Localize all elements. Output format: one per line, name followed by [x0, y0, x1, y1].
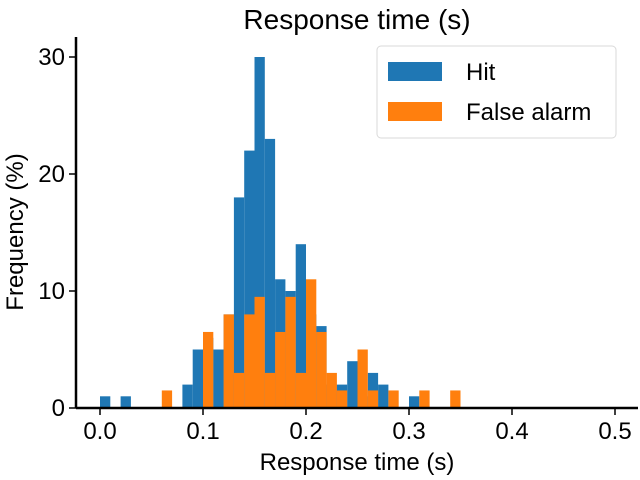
x-tick-label-3: 0.3 — [392, 418, 425, 445]
bar-hit-3 — [192, 349, 203, 408]
bar-false-alarm-1 — [203, 331, 214, 408]
legend-swatch-hit — [388, 62, 442, 81]
bar-false-alarm-7 — [275, 331, 286, 408]
legend-swatch-false-alarm — [388, 102, 442, 121]
legend-label-false-alarm: False alarm — [466, 99, 591, 126]
bar-false-alarm-11 — [316, 331, 327, 408]
bar-false-alarm-6 — [264, 372, 276, 408]
chart-title: Response time (s) — [243, 4, 470, 35]
bar-false-alarm-12 — [326, 372, 337, 408]
bar-hit-22 — [409, 396, 420, 408]
bar-false-alarm-18 — [450, 390, 461, 408]
bar-false-alarm-2 — [223, 314, 234, 408]
x-tick-label-5: 0.5 — [598, 418, 631, 445]
bar-false-alarm-0 — [161, 390, 173, 408]
x-axis-label: Response time (s) — [260, 449, 455, 476]
y-tick-label-1: 10 — [38, 278, 65, 305]
y-tick-label-3: 30 — [38, 44, 65, 71]
y-tick-label-0: 0 — [52, 395, 65, 422]
bar-hit-18 — [347, 361, 358, 408]
bar-hit-9 — [254, 57, 265, 408]
x-tick-label-4: 0.4 — [495, 418, 528, 445]
bar-false-alarm-10 — [306, 279, 317, 408]
x-tick-label-2: 0.2 — [289, 418, 322, 445]
bar-hit-0 — [100, 396, 111, 408]
bar-hit-7 — [233, 197, 245, 408]
x-ticks-layer: 0.0 0.1 0.2 0.3 0.4 0.5 — [83, 408, 632, 445]
bar-false-alarm-13 — [336, 390, 348, 408]
bar-false-alarm-14 — [357, 349, 368, 408]
y-ticks-layer: 0 10 20 30 — [38, 44, 76, 422]
bar-false-alarm-9 — [295, 372, 306, 408]
y-tick-label-2: 20 — [38, 161, 65, 188]
bar-hit-13 — [295, 244, 306, 408]
bar-false-alarm-17 — [419, 390, 430, 408]
bar-hit-5 — [213, 349, 224, 408]
bar-false-alarm-16 — [388, 390, 399, 408]
bar-hit-1 — [120, 396, 131, 408]
bar-hit-21 — [378, 384, 389, 408]
axes-layer — [74, 37, 638, 410]
bar-false-alarm-15 — [367, 390, 379, 408]
bars-layer — [100, 57, 461, 408]
y-axis-label: Frequency (%) — [2, 153, 29, 310]
bar-hit-10 — [264, 138, 276, 408]
bar-false-alarm-5 — [254, 296, 265, 408]
bar-false-alarm-8 — [285, 296, 296, 408]
legend: Hit False alarm — [376, 45, 617, 139]
bar-false-alarm-4 — [244, 314, 255, 408]
x-tick-label-0: 0.0 — [83, 418, 116, 445]
bar-hit-2 — [182, 384, 193, 408]
bar-hit-8 — [244, 150, 255, 408]
bar-false-alarm-3 — [233, 372, 245, 408]
x-tick-label-1: 0.1 — [186, 418, 219, 445]
legend-label-hit: Hit — [466, 59, 496, 86]
